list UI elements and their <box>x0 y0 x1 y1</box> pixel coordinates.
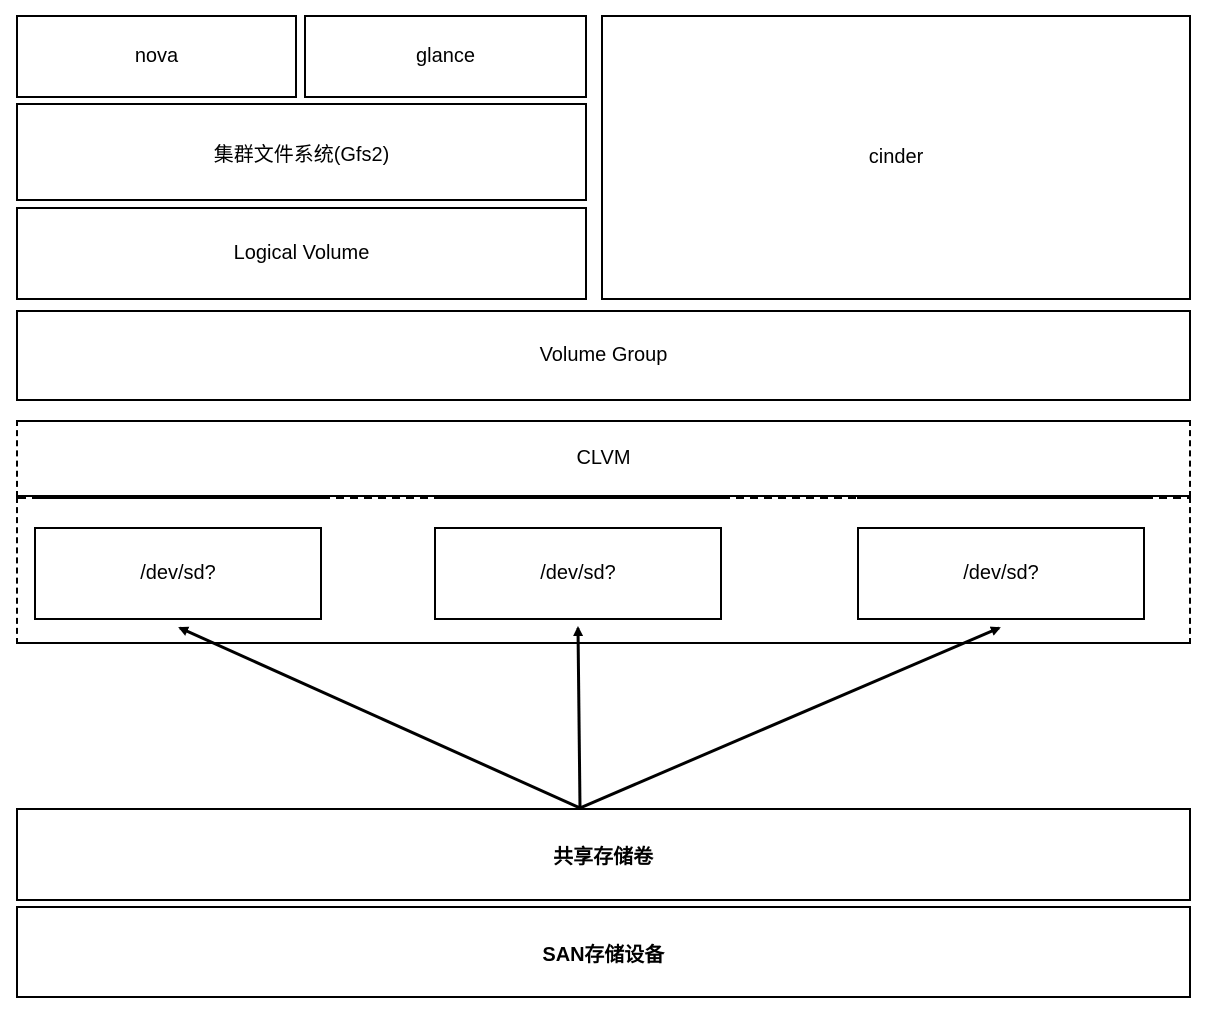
nova-label: nova <box>135 45 178 68</box>
arrow-to-dev1 <box>180 628 580 808</box>
volume-group-label: Volume Group <box>540 344 668 367</box>
dev-sd-box-1: /dev/sd? <box>34 527 322 620</box>
clvm-box: CLVM <box>16 420 1191 497</box>
arrow-to-dev3 <box>580 628 999 808</box>
cluster-fs-box: 集群文件系统(Gfs2) <box>16 103 587 201</box>
san-device-box: SAN存储设备 <box>16 906 1191 998</box>
dev-sd-label-2: /dev/sd? <box>540 562 616 585</box>
dev-sd-box-3: /dev/sd? <box>857 527 1145 620</box>
cinder-box: cinder <box>601 15 1191 300</box>
shared-storage-label: 共享存储卷 <box>554 840 654 869</box>
logical-volume-box: Logical Volume <box>16 207 587 300</box>
volume-group-box: Volume Group <box>16 310 1191 401</box>
glance-box: glance <box>304 15 587 98</box>
cluster-fs-label: 集群文件系统(Gfs2) <box>214 138 390 167</box>
shared-storage-box: 共享存储卷 <box>16 808 1191 901</box>
arrow-to-dev2 <box>578 628 580 808</box>
dev-sd-label-1: /dev/sd? <box>140 562 216 585</box>
glance-label: glance <box>416 45 475 68</box>
clvm-label: CLVM <box>576 447 630 470</box>
san-device-label: SAN存储设备 <box>542 938 664 967</box>
dev-sd-label-3: /dev/sd? <box>963 562 1039 585</box>
nova-box: nova <box>16 15 297 98</box>
logical-volume-label: Logical Volume <box>234 242 370 265</box>
dev-sd-box-2: /dev/sd? <box>434 527 722 620</box>
cinder-label: cinder <box>869 146 923 169</box>
